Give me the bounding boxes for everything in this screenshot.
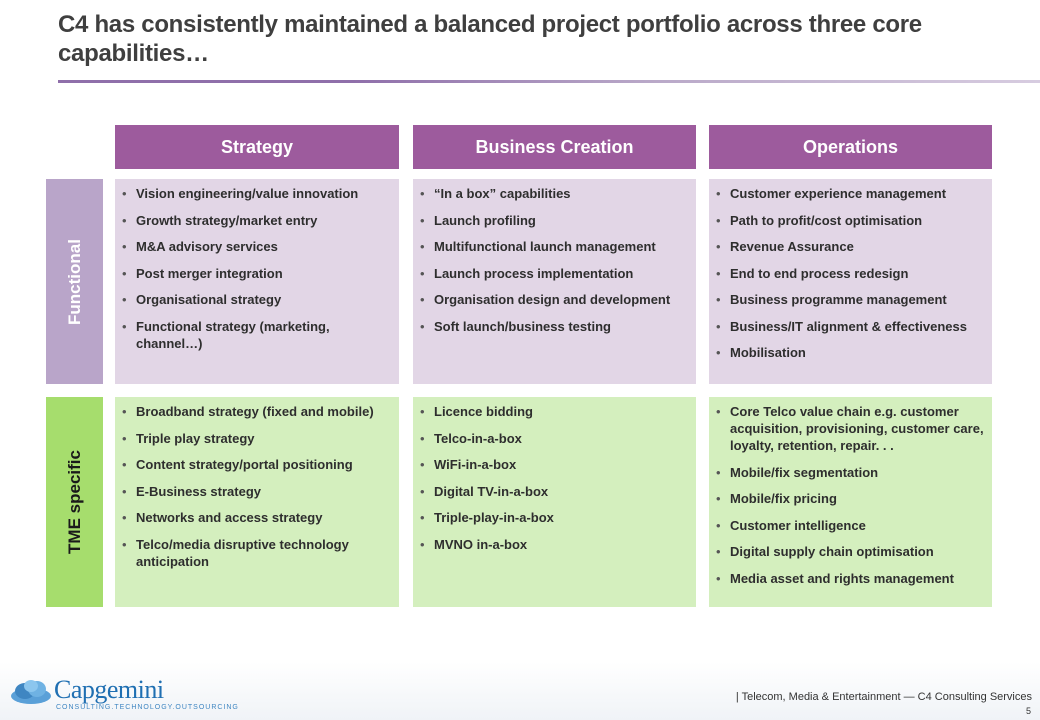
list-item: Mobile/fix segmentation [713, 464, 986, 481]
list-item: Business programme management [713, 291, 986, 308]
bullet-list: Core Telco value chain e.g. customer acq… [713, 403, 986, 587]
footer-text: | Telecom, Media & Entertainment — C4 Co… [735, 691, 1032, 703]
page-number: 5 [1025, 706, 1031, 716]
list-item: Organisation design and development [417, 291, 690, 308]
column-header-business-creation: Business Creation [413, 125, 696, 169]
capgemini-logo: Capgemini CONSULTING.TECHNOLOGY.OUTSOURC… [10, 674, 238, 714]
cell-tme-business-creation: Licence bidding Telco-in-a-box WiFi-in-a… [413, 397, 696, 607]
list-item: Core Telco value chain e.g. customer acq… [713, 403, 986, 454]
cell-tme-strategy: Broadband strategy (fixed and mobile) Tr… [115, 397, 399, 607]
list-item: Launch process implementation [417, 265, 690, 282]
logo-tagline: CONSULTING.TECHNOLOGY.OUTSOURCING [56, 704, 239, 711]
list-item: MVNO in-a-box [417, 536, 690, 553]
list-item: Digital supply chain optimisation [713, 543, 986, 560]
list-item: Customer intelligence [713, 517, 986, 534]
bullet-list: Broadband strategy (fixed and mobile) Tr… [119, 403, 393, 570]
column-header-operations: Operations [709, 125, 992, 169]
list-item: Broadband strategy (fixed and mobile) [119, 403, 393, 420]
row-label-tme-specific: TME specific [46, 397, 103, 607]
row-label-text: Functional [64, 238, 84, 325]
list-item: Networks and access strategy [119, 509, 393, 526]
bullet-list: Customer experience management Path to p… [713, 185, 986, 361]
slide-title: C4 has consistently maintained a balance… [58, 11, 922, 67]
list-item: Launch profiling [417, 212, 690, 229]
list-item: Telco/media disruptive technology antici… [119, 536, 393, 570]
list-item: E-Business strategy [119, 483, 393, 500]
bullet-list: Vision engineering/value innovation Grow… [119, 185, 393, 352]
list-item: “In a box” capabilities [417, 185, 690, 202]
list-item: Organisational strategy [119, 291, 393, 308]
list-item: Mobilisation [713, 344, 986, 361]
list-item: Mobile/fix pricing [713, 490, 986, 507]
list-item: Soft launch/business testing [417, 318, 690, 335]
list-item: M&A advisory services [119, 238, 393, 255]
cell-tme-operations: Core Telco value chain e.g. customer acq… [709, 397, 992, 607]
list-item: Growth strategy/market entry [119, 212, 393, 229]
cell-functional-operations: Customer experience management Path to p… [709, 179, 992, 384]
list-item: Triple-play-in-a-box [417, 509, 690, 526]
list-item: Revenue Assurance [713, 238, 986, 255]
list-item: Media asset and rights management [713, 570, 986, 587]
bullet-list: Licence bidding Telco-in-a-box WiFi-in-a… [417, 403, 690, 553]
row-label-text: TME specific [64, 450, 84, 554]
list-item: Licence bidding [417, 403, 690, 420]
row-label-functional: Functional [46, 179, 103, 384]
title-divider [58, 80, 1040, 83]
list-item: WiFi-in-a-box [417, 456, 690, 473]
cell-functional-strategy: Vision engineering/value innovation Grow… [115, 179, 399, 384]
list-item: Content strategy/portal positioning [119, 456, 393, 473]
logo-wordmark: Capgemini [54, 675, 164, 704]
list-item: Path to profit/cost optimisation [713, 212, 986, 229]
list-item: Vision engineering/value innovation [119, 185, 393, 202]
list-item: Post merger integration [119, 265, 393, 282]
list-item: Business/IT alignment & effectiveness [713, 318, 986, 335]
list-item: Triple play strategy [119, 430, 393, 447]
list-item: Telco-in-a-box [417, 430, 690, 447]
cell-functional-business-creation: “In a box” capabilities Launch profiling… [413, 179, 696, 384]
list-item: Customer experience management [713, 185, 986, 202]
column-header-strategy: Strategy [115, 125, 399, 169]
footer-band [0, 662, 1040, 720]
list-item: Multifunctional launch management [417, 238, 690, 255]
list-item: End to end process redesign [713, 265, 986, 282]
bullet-list: “In a box” capabilities Launch profiling… [417, 185, 690, 335]
list-item: Digital TV-in-a-box [417, 483, 690, 500]
spade-cloud-icon [11, 680, 51, 704]
list-item: Functional strategy (marketing, channel…… [119, 318, 393, 352]
